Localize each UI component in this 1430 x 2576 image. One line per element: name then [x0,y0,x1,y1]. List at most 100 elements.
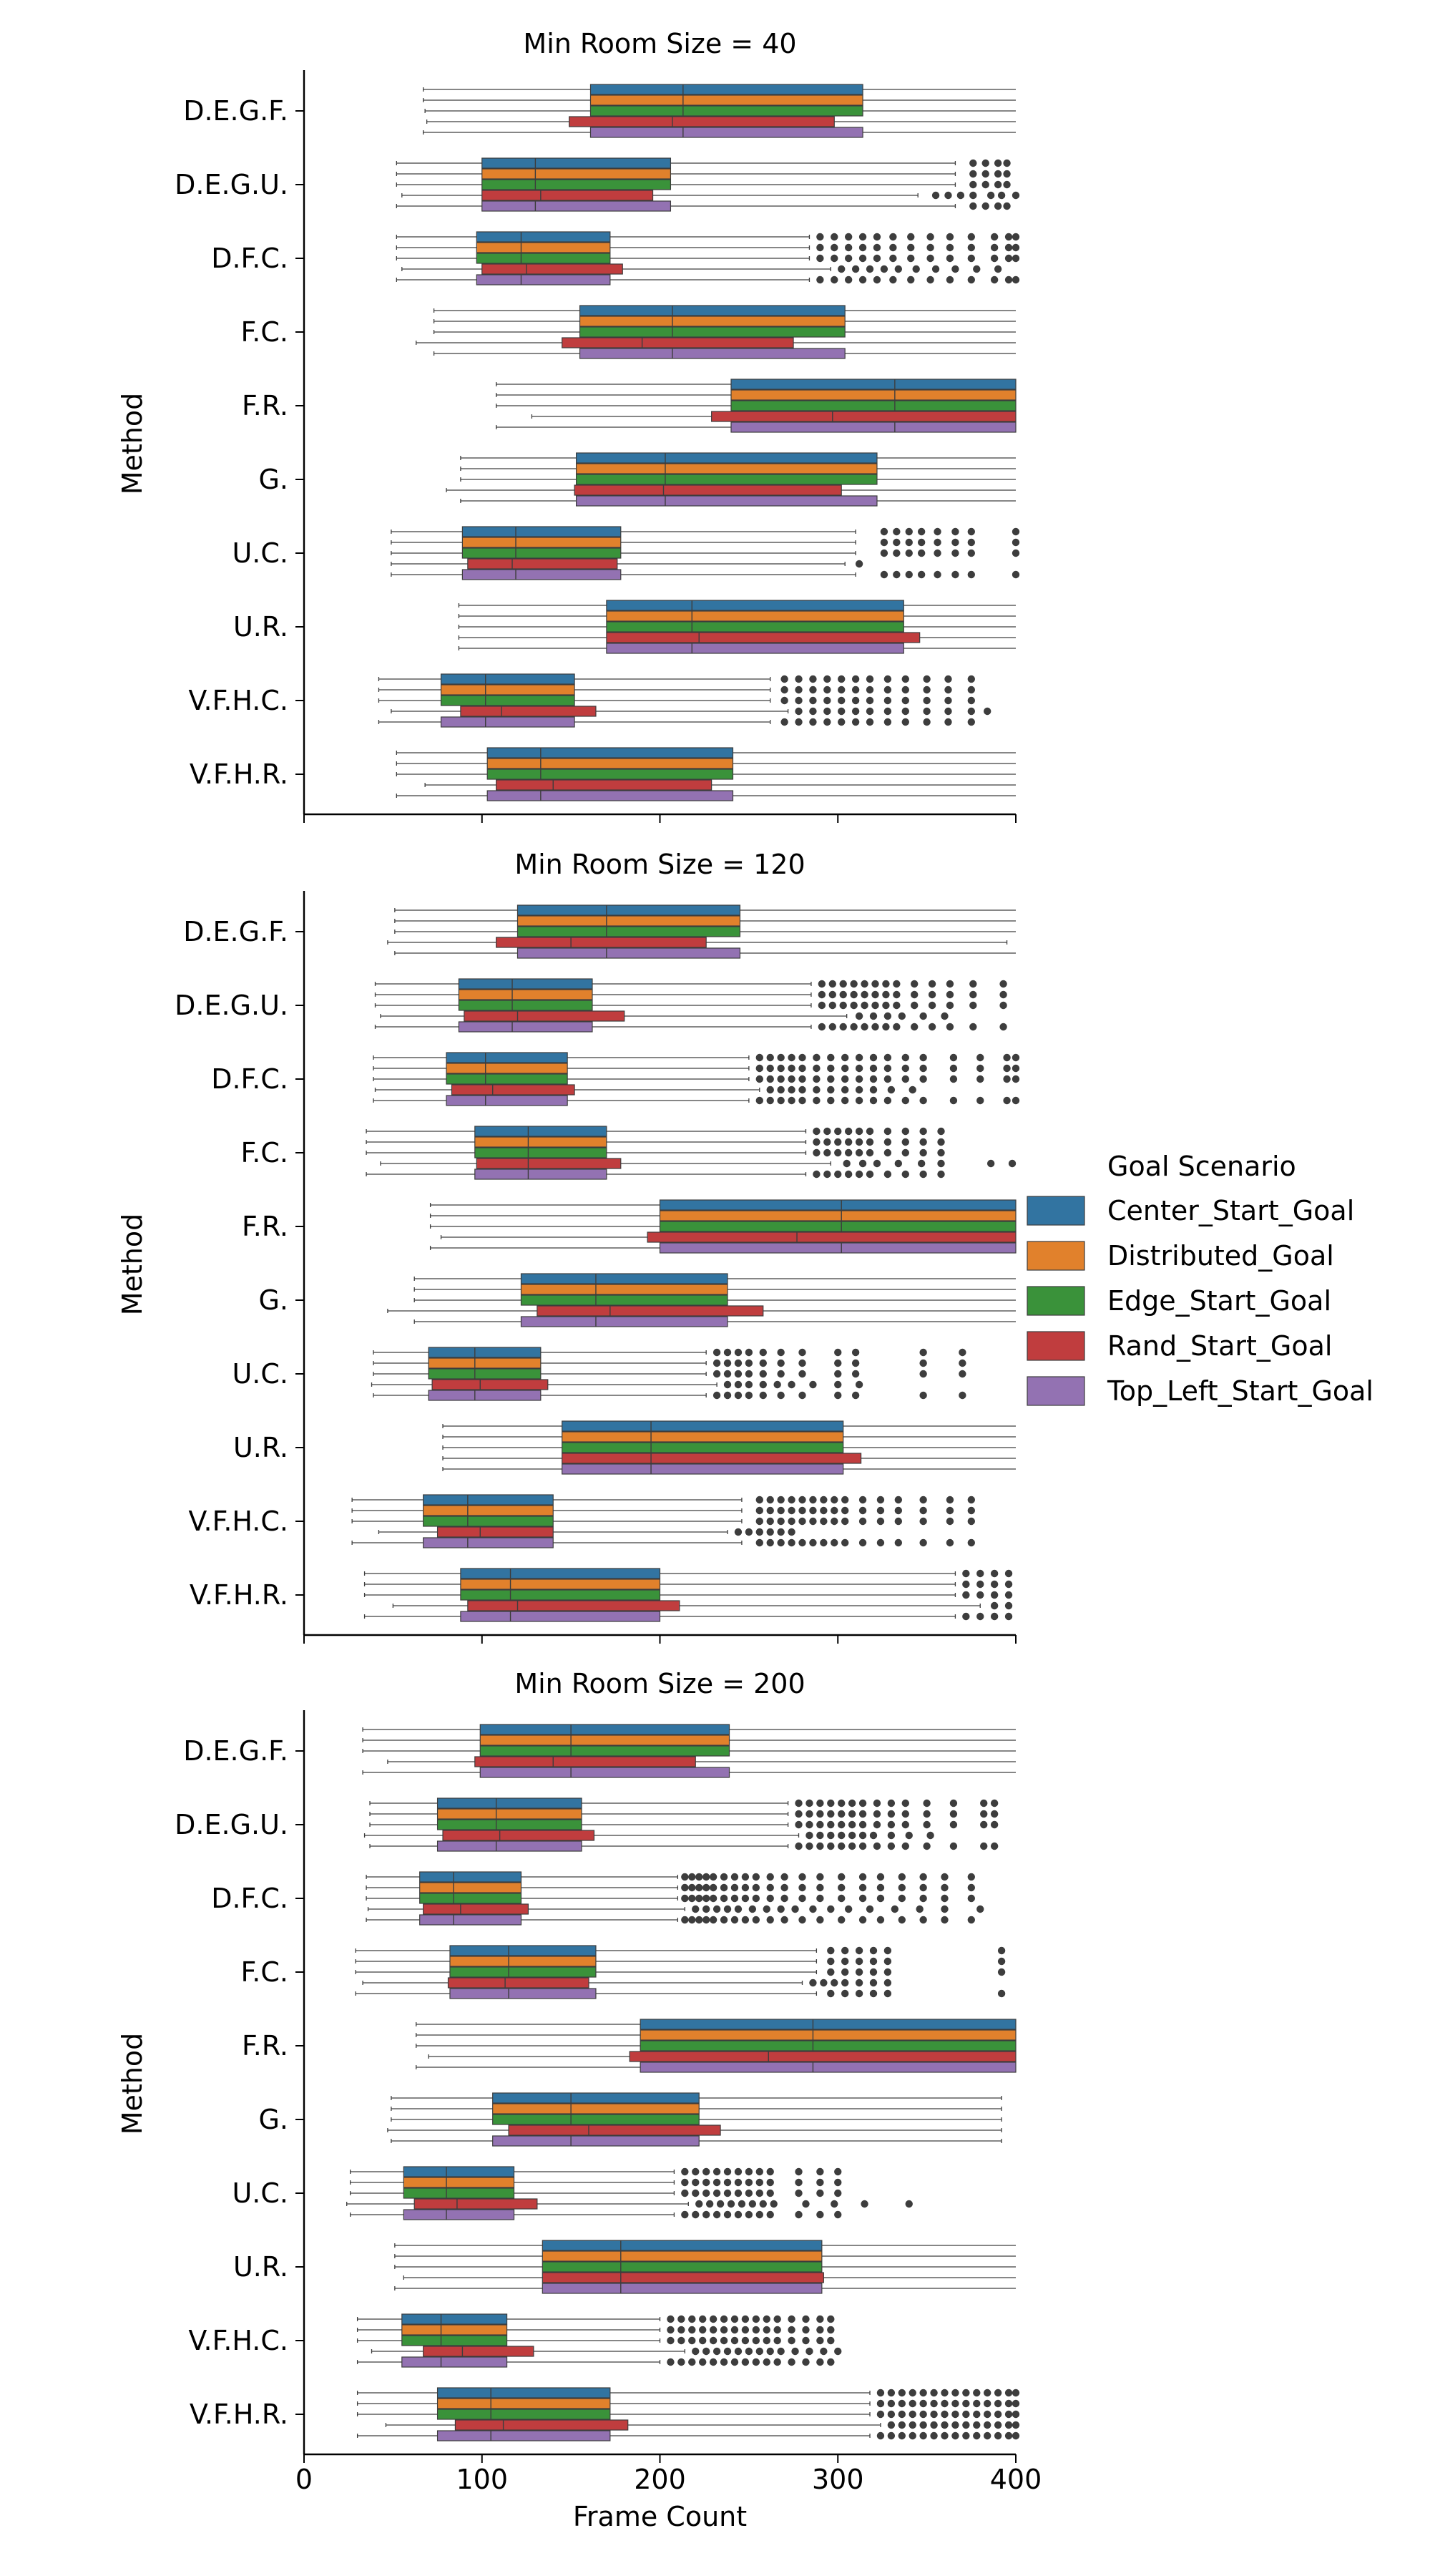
box [476,1158,622,1169]
outlier-point [949,1799,958,1807]
outlier-point [734,2178,743,2187]
outlier-point [893,1001,901,1010]
outlier-point [1003,1096,1011,1105]
y-tick-label: U.R. [233,2251,288,2283]
outlier-point [962,1612,970,1621]
outlier-point [1004,243,1013,252]
outlier-point [795,1842,803,1850]
outlier-point [919,1138,927,1146]
outlier-point [816,1842,824,1850]
box [516,915,741,927]
outlier-point [967,254,976,263]
outlier-point [919,1359,927,1367]
box [446,1063,568,1074]
outlier-point [844,1127,853,1136]
outlier-point [1012,233,1020,241]
outlier-point [851,1348,860,1357]
outlier-point [831,1506,838,1515]
outlier-point [928,1023,936,1031]
outlier-point [677,2326,685,2334]
box [730,421,1017,433]
box [542,2261,823,2273]
outlier-point [946,254,954,263]
outlier-point [699,2326,707,2334]
box [428,1357,542,1369]
outlier-point [962,1580,970,1589]
outlier-point [909,2431,916,2440]
outlier-point [798,1075,806,1083]
outlier-point [876,1506,885,1515]
outlier-point [1012,2389,1020,2397]
outlier-point [827,1810,835,1818]
outlier-point [828,980,836,988]
outlier-point [823,707,831,716]
outlier-point [907,233,915,241]
box [436,1808,582,1820]
outlier-point [898,1916,906,1924]
outlier-point [926,233,934,241]
outlier-point [994,265,1002,273]
outlier-point [873,1820,881,1829]
box [423,1537,554,1548]
outlier-point [893,527,901,536]
box [575,474,878,485]
outlier-point [858,275,867,284]
outlier-point [994,202,1002,210]
outlier-point [816,2189,824,2197]
outlier-point [930,2421,938,2429]
outlier-point [887,1820,896,1829]
legend-swatch [1027,1286,1085,1316]
outlier-point [730,1873,739,1881]
outlier-point [869,1957,878,1966]
outlier-point [798,1096,806,1105]
outlier-point [851,1359,860,1367]
outlier-point [990,1569,999,1578]
outlier-point [858,1517,867,1526]
outlier-point [990,233,999,241]
outlier-point [880,570,888,579]
outlier-point [858,1820,867,1829]
outlier-point [994,159,1002,167]
outlier-point [898,2399,906,2408]
box [449,1956,597,1967]
box [401,2324,508,2336]
outlier-point [928,980,936,988]
outlier-point [723,1370,732,1378]
outlier-point [816,1883,824,1892]
outlier-point [734,1380,743,1389]
outlier-point [919,1075,927,1083]
outlier-point [919,1916,927,1924]
box [562,1453,862,1464]
outlier-point [838,1810,846,1818]
outlier-point [766,1528,774,1536]
outlier-point [709,2336,718,2345]
outlier-point [766,1873,774,1881]
outlier-point [858,1810,867,1818]
outlier-point [967,718,976,726]
outlier-point [777,1075,785,1083]
outlier-point [748,2200,757,2208]
box [449,1988,597,1999]
outlier-point [1012,243,1020,252]
box [520,1273,728,1284]
outlier-point [834,1170,842,1179]
box [476,242,611,253]
outlier-point [788,2336,795,2345]
outlier-point [677,2336,685,2345]
y-tick-label: U.R. [233,1432,288,1463]
outlier-point [967,538,976,547]
outlier-point [967,707,976,716]
outlier-point [809,675,817,683]
outlier-point [869,1075,878,1083]
outlier-point [1004,1612,1013,1621]
outlier-point [755,1528,764,1536]
x-tick-label: 200 [634,2464,686,2495]
box [423,1505,554,1516]
outlier-point [858,1873,867,1881]
outlier-point [805,2347,813,2356]
outlier-point [834,2178,842,2187]
outlier-point [990,275,999,284]
box [403,2187,515,2199]
outlier-point [923,707,931,716]
outlier-point [866,707,874,716]
